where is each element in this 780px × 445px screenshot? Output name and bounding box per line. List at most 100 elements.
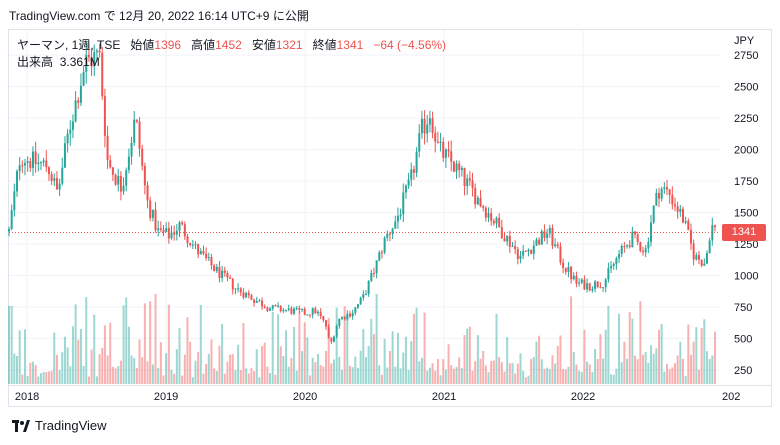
candle-body xyxy=(285,309,288,311)
volume-bar xyxy=(394,366,397,384)
candle-body xyxy=(354,307,357,313)
candle-body xyxy=(367,280,370,295)
volume-bar xyxy=(610,374,613,384)
last-price-tag: 1341 xyxy=(722,224,766,242)
volume-bar xyxy=(183,354,186,384)
candle-body xyxy=(679,208,682,212)
volume-bar xyxy=(114,368,117,384)
candle-body xyxy=(362,294,365,298)
volume-bar xyxy=(98,354,101,384)
volume-bar xyxy=(325,350,328,384)
candle-body xyxy=(306,314,309,316)
volume-bar xyxy=(388,350,391,384)
volume-bar xyxy=(642,354,645,384)
volume-bar xyxy=(77,339,80,384)
volume-bar xyxy=(55,354,58,384)
volume-bar xyxy=(508,363,511,384)
volume-bar xyxy=(191,377,194,384)
volume-bar xyxy=(650,345,653,384)
volume-layer xyxy=(8,294,716,384)
volume-bar xyxy=(399,368,402,384)
volume-bar xyxy=(138,339,141,384)
chart-frame[interactable] xyxy=(8,29,772,407)
candle-body xyxy=(596,281,599,287)
volume-bar xyxy=(298,311,301,384)
brand-name: TradingView xyxy=(35,418,107,433)
candle-body xyxy=(666,187,669,190)
candle-body xyxy=(455,163,458,172)
candle-body xyxy=(415,151,418,173)
candle-body xyxy=(74,100,77,122)
volume-bar xyxy=(538,335,541,384)
candle-body xyxy=(692,243,695,260)
volume-bar xyxy=(540,359,543,384)
candle-body xyxy=(255,300,258,303)
volume-bar xyxy=(133,358,136,384)
candle-body xyxy=(85,54,88,72)
candle-body xyxy=(626,245,629,247)
volume-bar xyxy=(31,361,34,384)
open-value: 1396 xyxy=(154,38,182,52)
candle-body xyxy=(676,206,679,212)
volume-bar xyxy=(689,354,692,384)
volume-bar xyxy=(194,360,197,384)
candle-body xyxy=(330,337,333,342)
volume-bar xyxy=(53,332,56,384)
volume-bar xyxy=(647,362,650,384)
candle-body xyxy=(277,305,280,307)
volume-bar xyxy=(623,341,626,384)
candle-body xyxy=(372,273,375,275)
candle-body xyxy=(479,197,482,207)
volume-bar xyxy=(181,375,184,384)
candle-body xyxy=(689,229,692,244)
volume-bar xyxy=(253,371,256,384)
volume-bar xyxy=(434,370,437,384)
volume-bar xyxy=(15,355,18,384)
candle-body xyxy=(303,309,306,315)
volume-bar xyxy=(575,364,578,384)
volume-bar xyxy=(109,322,112,384)
volume-bar xyxy=(684,376,687,384)
footer-brand[interactable]: TradingView xyxy=(12,418,107,433)
close-label: 終値 xyxy=(312,38,337,52)
volume-bar xyxy=(90,349,93,384)
volume-bar xyxy=(351,367,354,384)
candle-body xyxy=(87,54,90,58)
candle-body xyxy=(681,208,684,223)
candle-body xyxy=(378,252,381,261)
volume-bar xyxy=(482,350,485,384)
volume-bar xyxy=(285,330,288,384)
volume-bar xyxy=(634,355,637,384)
candle-body xyxy=(50,174,53,181)
candle-body xyxy=(508,235,511,247)
candle-body xyxy=(364,294,367,296)
candle-body xyxy=(37,162,40,164)
volume-bar xyxy=(37,376,40,384)
open-label: 始値 xyxy=(130,38,155,52)
candle-body xyxy=(442,141,445,158)
volume-bar xyxy=(274,374,277,384)
volume-bar xyxy=(583,329,586,384)
candle-body xyxy=(439,141,442,143)
candle-body xyxy=(253,299,256,303)
volume-bar xyxy=(522,370,525,384)
candle-body xyxy=(404,185,407,193)
volume-bar xyxy=(618,313,621,384)
volume-bar xyxy=(69,366,72,384)
candle-body xyxy=(460,167,463,171)
volume-bar xyxy=(615,368,618,384)
candle-body xyxy=(114,174,117,185)
candle-body xyxy=(274,305,277,307)
symbol-label[interactable]: ヤーマン, 1週, TSE xyxy=(17,38,121,52)
volume-bar xyxy=(423,312,426,384)
volume-bar xyxy=(269,373,272,384)
candle-body xyxy=(580,279,583,283)
volume-bar xyxy=(506,337,509,384)
candle-body xyxy=(178,222,181,231)
candle-body xyxy=(77,100,80,103)
volume-bar xyxy=(359,350,362,384)
candle-body xyxy=(18,165,21,172)
volume-bar xyxy=(18,330,21,384)
currency-label[interactable]: JPY xyxy=(734,35,755,47)
